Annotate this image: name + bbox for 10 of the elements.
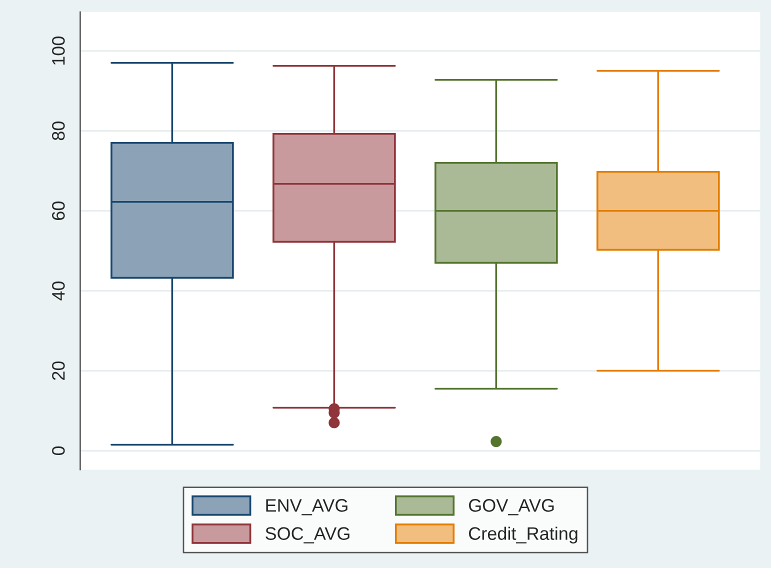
y-tick-label: 0 (52, 446, 65, 456)
legend-label: SOC_AVG (266, 527, 350, 544)
y-tick-label: 80 (52, 122, 65, 140)
legend-label: Credit_Rating (468, 526, 578, 544)
y-tick-label: 40 (52, 281, 65, 300)
y-tick-label: 20 (52, 361, 65, 380)
y-tick-label: 100 (52, 36, 65, 65)
y-tick-label: 60 (52, 202, 65, 220)
legend-label: GOV_AVG (468, 499, 554, 516)
legend-label: ENV_AVG (266, 499, 348, 516)
